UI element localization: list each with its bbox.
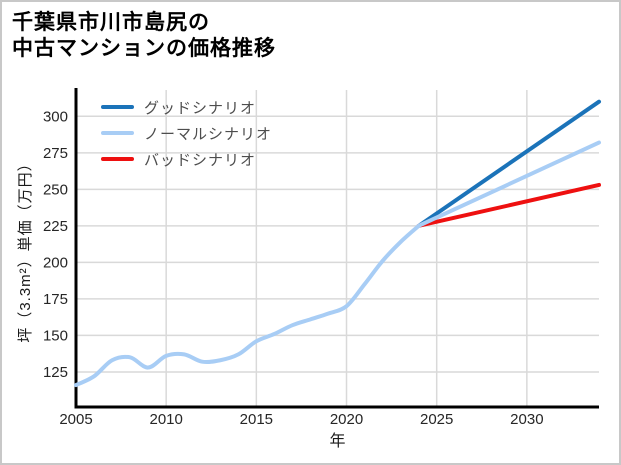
- series-line-good: [416, 99, 601, 228]
- y-tick-label: 225: [43, 218, 68, 235]
- legend-item-good-scenario: グッドシナリオ: [101, 94, 272, 120]
- chart-title-line2: 中古マンションの価格推移: [12, 37, 276, 60]
- x-tick-label: 2030: [510, 411, 543, 428]
- x-tick-label: 2005: [59, 411, 92, 428]
- x-axis-title: 年: [329, 433, 346, 450]
- y-tick-label: 200: [43, 254, 68, 271]
- legend-item-normal-scenario: ノーマルシナリオ: [101, 120, 272, 146]
- x-tick-label: 2015: [240, 411, 273, 428]
- y-tick-label: 150: [43, 327, 68, 344]
- normal-scenario-line-swatch: [101, 131, 134, 135]
- y-axis-title: 坪（3.3m²）単価（万円）: [17, 155, 34, 343]
- legend-label-normal-scenario: ノーマルシナリオ: [144, 125, 273, 143]
- good-scenario-line-swatch: [101, 105, 134, 109]
- y-tick-label: 250: [43, 181, 68, 198]
- chart-title: 千葉県市川市島尻の 中古マンションの価格推移: [12, 10, 276, 62]
- y-tick-label: 275: [43, 145, 68, 162]
- series-line-bad: [416, 182, 601, 228]
- y-tick-label: 125: [43, 364, 68, 381]
- legend-label-good-scenario: グッドシナリオ: [144, 99, 257, 117]
- bad-scenario-line-swatch: [101, 157, 134, 161]
- x-tick-label: 2010: [149, 411, 182, 428]
- x-tick-label: 2020: [330, 411, 363, 428]
- legend-label-bad-scenario: バッドシナリオ: [144, 151, 257, 169]
- x-tick-label: 2025: [420, 411, 453, 428]
- series-line-history: [74, 223, 421, 388]
- y-tick-label: 300: [43, 108, 68, 125]
- chart-title-line1: 千葉県市川市島尻の: [12, 11, 210, 34]
- legend-item-bad-scenario: バッドシナリオ: [101, 146, 272, 172]
- series-line-normal: [416, 140, 601, 228]
- chart-legend: グッドシナリオ ノーマルシナリオ バッドシナリオ: [101, 94, 272, 172]
- y-tick-label: 175: [43, 291, 68, 308]
